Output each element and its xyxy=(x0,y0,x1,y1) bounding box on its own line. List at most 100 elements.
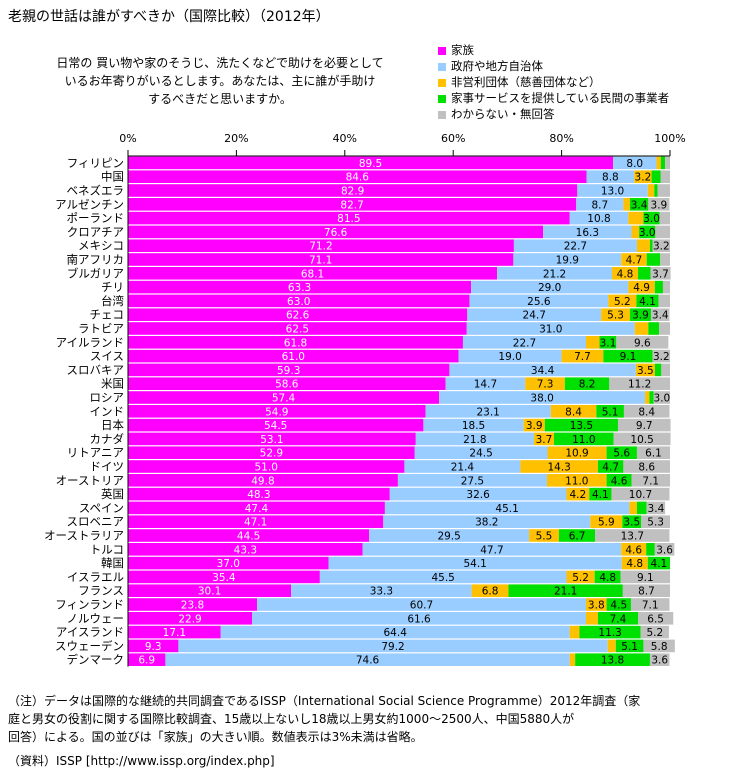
bar-segment-government xyxy=(471,280,629,294)
bar-segment-unknown xyxy=(595,529,670,542)
bar-segment-nonprofit xyxy=(656,156,661,170)
data-label-family: 54.9 xyxy=(265,406,288,418)
bar-segment-government xyxy=(569,211,629,225)
bar-segment-government xyxy=(414,446,548,459)
category-label: 台湾 xyxy=(101,294,124,308)
category-label: スロバキア xyxy=(67,363,125,377)
bar-segment-nonprofit xyxy=(569,625,580,639)
data-label-family: 37.0 xyxy=(217,558,240,570)
bar-segment-private xyxy=(649,239,653,252)
data-label-nonprofit: 5.2 xyxy=(614,296,631,308)
data-label-unknown: 3.2 xyxy=(653,351,670,363)
data-label-government: 54.1 xyxy=(463,558,486,570)
bar-segment-unknown xyxy=(613,432,671,446)
category-label: フィンランド xyxy=(55,598,124,612)
bar-segment-government xyxy=(458,349,562,363)
bar-segment-unknown xyxy=(631,474,670,487)
data-label-government: 8.7 xyxy=(591,199,608,211)
bar-segment-private xyxy=(649,391,654,404)
data-label-government: 14.7 xyxy=(474,379,497,391)
data-label-private: 13.8 xyxy=(601,655,624,667)
data-label-government: 19.9 xyxy=(556,255,579,267)
bar-segment-unknown xyxy=(617,418,671,432)
category-label: 日本 xyxy=(101,418,124,432)
data-label-nonprofit: 3.8 xyxy=(588,600,605,612)
bar-segment-government xyxy=(384,501,630,515)
bar-segment-private xyxy=(629,308,652,321)
bar-segment-government xyxy=(466,322,635,335)
bar-segment-unknown xyxy=(662,280,670,294)
data-label-family: 51.0 xyxy=(255,462,278,474)
data-label-family: 23.8 xyxy=(181,600,204,612)
bar-segment-nonprofit xyxy=(566,487,590,501)
legend-swatch-unknown xyxy=(438,110,446,119)
bar-segment-government xyxy=(256,598,586,611)
bar-segment-family xyxy=(128,363,450,377)
data-label-family: 47.4 xyxy=(245,503,269,515)
bar-segment-private xyxy=(654,363,662,377)
bar-segment-nonprofit xyxy=(628,280,655,294)
bar-segment-unknown xyxy=(654,543,675,556)
category-label: ドイツ xyxy=(90,460,125,474)
bar-segment-government xyxy=(586,170,635,183)
stacked-bar-chart: 0% 20% 40% 60% 80% 100% フィリピン 89.5 8.0 中国 84.6 8.8 3… xyxy=(44,132,686,667)
data-label-private: 11.3 xyxy=(598,627,621,639)
data-label-government: 29.5 xyxy=(437,531,460,543)
data-label-government: 32.6 xyxy=(466,489,490,501)
bar-segment-unknown xyxy=(646,501,666,515)
bar-segment-family xyxy=(128,418,424,432)
bar-segment-nonprofit xyxy=(566,570,595,584)
bar-segment-unknown xyxy=(611,487,670,501)
data-label-unknown: 9.7 xyxy=(636,420,653,432)
data-label-private: 21.1 xyxy=(554,586,577,598)
bar-segment-government xyxy=(576,198,624,211)
bar-segment-family xyxy=(128,322,467,335)
x-tick-label: 80% xyxy=(549,132,573,145)
data-label-family: 53.1 xyxy=(260,434,283,446)
bar-segment-unknown xyxy=(622,584,670,597)
data-label-family: 58.6 xyxy=(275,379,299,391)
bar-segment-family xyxy=(128,515,384,528)
bar-segment-family xyxy=(128,474,398,487)
bar-segment-family xyxy=(128,308,468,321)
bar-segment-nonprofit xyxy=(546,474,607,487)
data-label-government: 74.6 xyxy=(356,655,380,667)
category-label: チェコ xyxy=(90,308,125,322)
category-label: メキシコ xyxy=(78,239,124,253)
data-label-private: 11.0 xyxy=(572,434,595,446)
data-label-unknown: 5.8 xyxy=(651,641,668,653)
bar-segment-family xyxy=(128,239,514,252)
data-label-unknown: 3.9 xyxy=(651,199,668,211)
bar-segment-family xyxy=(128,184,578,197)
data-label-unknown: 5.2 xyxy=(646,627,663,639)
bar-segment-government xyxy=(220,625,570,639)
data-label-private: 13.5 xyxy=(570,420,593,432)
data-label-private: 7.4 xyxy=(610,613,627,625)
data-label-family: 49.8 xyxy=(251,475,274,487)
data-label-unknown: 3.4 xyxy=(648,503,665,515)
bar-segment-nonprofit xyxy=(623,198,630,211)
data-label-family: 30.1 xyxy=(198,586,221,598)
data-label-nonprofit: 5.9 xyxy=(598,517,615,529)
bar-segment-government xyxy=(439,391,646,404)
bar-segment-unknown xyxy=(636,446,670,459)
data-label-family: 82.7 xyxy=(340,199,363,211)
bar-segment-private xyxy=(660,156,666,170)
category-label: デンマーク xyxy=(67,653,125,667)
data-label-nonprofit: 3.5 xyxy=(637,365,654,377)
bar-segment-family xyxy=(128,501,385,515)
data-label-unknown: 13.7 xyxy=(621,531,644,543)
bar-segment-government xyxy=(543,225,632,239)
data-label-nonprofit: 7.7 xyxy=(574,351,591,363)
data-label-nonprofit: 4.8 xyxy=(617,268,634,280)
data-label-unknown: 6.5 xyxy=(647,613,664,625)
data-label-private: 9.1 xyxy=(620,351,637,363)
category-label: ポーランド xyxy=(67,211,125,225)
data-label-nonprofit: 3.9 xyxy=(526,420,543,432)
bar-segment-family xyxy=(128,446,415,459)
bar-segment-unknown xyxy=(660,253,670,266)
bar-segment-government xyxy=(397,474,547,487)
bar-segment-unknown xyxy=(659,322,670,335)
data-label-nonprofit: 7.3 xyxy=(537,379,554,391)
bar-segment-government xyxy=(613,156,657,170)
